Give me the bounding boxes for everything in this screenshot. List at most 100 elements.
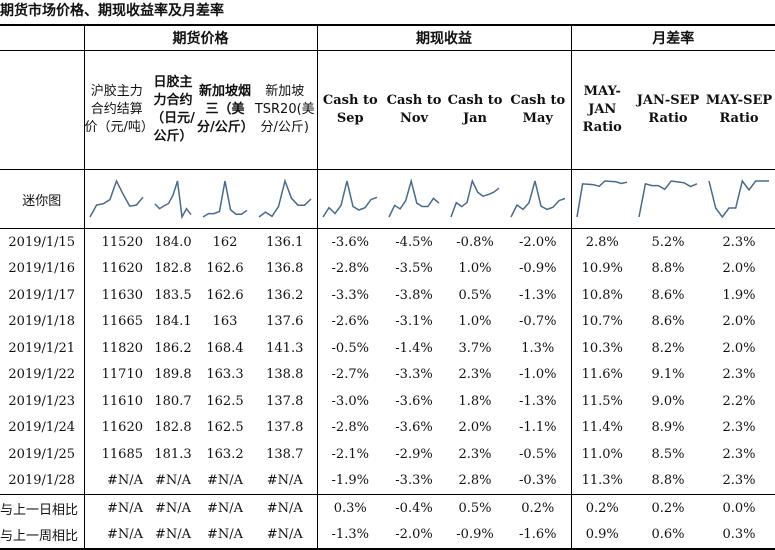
- col-header: Cash to Jan: [447, 93, 503, 126]
- value-cell: 0.9%: [571, 521, 633, 550]
- value-cell: 162.5: [206, 420, 244, 436]
- value-cell: 184.0: [154, 234, 192, 250]
- value-cell: 11.5%: [581, 393, 623, 409]
- value-cell: -2.1%: [331, 446, 369, 462]
- value-cell: -2.0%: [505, 228, 572, 256]
- sparkline-chart: [202, 180, 248, 218]
- value-cell: 10.9%: [581, 261, 623, 277]
- sparkline-line: [450, 178, 500, 218]
- value-cell: -0.5%: [331, 340, 369, 356]
- value-cell: 2.3%: [458, 446, 492, 462]
- sparkline-chart: [322, 180, 378, 218]
- sparkline-label: 迷你图: [0, 169, 85, 229]
- sparkline-cell: [149, 169, 197, 229]
- date-header: [0, 50, 85, 170]
- value-cell: #N/A: [84, 521, 149, 550]
- sparkline-chart: [708, 179, 770, 219]
- value-cell: 162.6: [206, 261, 244, 277]
- value-cell: 11.4%: [581, 420, 623, 436]
- value-cell: 182.8: [154, 261, 192, 277]
- value-cell: #N/A: [197, 494, 253, 522]
- value-cell: #N/A: [106, 473, 143, 489]
- value-cell: 9.0%: [651, 393, 685, 409]
- value-cell: 11820: [101, 340, 143, 356]
- value-cell: 8.8%: [651, 261, 685, 277]
- value-cell: -3.3%: [395, 473, 433, 489]
- value-cell: -1.1%: [505, 414, 572, 441]
- value-cell: 11.0%: [581, 446, 623, 462]
- sparkline-cell: [317, 169, 383, 229]
- value-cell: -2.6%: [331, 314, 369, 330]
- value-cell: #N/A: [154, 473, 192, 489]
- value-cell: 11620: [101, 261, 143, 277]
- table-row: 2019/1/18 11665 184.1 163 137.6 -2.6% -3.1% 1.0…: [0, 308, 775, 335]
- value-cell: 162.5: [206, 393, 244, 409]
- sparkline-chart: [450, 178, 500, 218]
- date-cell: 2019/1/28: [0, 467, 85, 495]
- value-cell: -2.7%: [331, 367, 369, 383]
- table-row: 2019/1/23 11610 180.7 162.5 137.8 -3.0% -3.6% 1…: [0, 388, 775, 415]
- value-cell: 1.8%: [458, 393, 492, 409]
- value-cell: -3.5%: [395, 261, 433, 277]
- sparkline-chart: [89, 179, 144, 218]
- value-cell: -3.6%: [395, 420, 433, 436]
- sparkline-chart: [258, 178, 312, 218]
- value-cell: 3.7%: [458, 340, 492, 356]
- value-cell: -0.4%: [383, 494, 445, 522]
- value-cell: 2.0%: [722, 261, 756, 277]
- value-cell: 2.8%: [458, 473, 492, 489]
- table-row: 2019/1/28 #N/A #N/A #N/A #N/A -1.9% -3.3% 2.8% -…: [0, 467, 775, 495]
- value-cell: 181.3: [154, 446, 192, 462]
- compare-row: 与上一日相比 #N/A #N/A #N/A #N/A 0.3% -0.4% 0.5% 0.2% 0…: [0, 494, 775, 522]
- value-cell: #N/A: [206, 473, 244, 489]
- value-cell: 10.7%: [581, 314, 623, 330]
- value-cell: 0.3%: [703, 521, 775, 550]
- value-cell: 1.0%: [458, 314, 492, 330]
- sparkline-line: [510, 180, 565, 218]
- value-cell: 168.4: [206, 340, 244, 356]
- value-cell: 163.2: [206, 446, 244, 462]
- value-cell: 162.6: [206, 287, 244, 303]
- table-row: 2019/1/24 11620 182.8 162.5 137.8 -2.8% -3.6% 2…: [0, 414, 775, 441]
- corner-cell: [0, 24, 85, 51]
- sparkline-line: [202, 180, 248, 218]
- col-header: Cash to Nov: [386, 93, 442, 126]
- value-cell: -3.6%: [331, 234, 369, 250]
- value-cell: #N/A: [149, 521, 197, 550]
- sparkline-chart: [510, 180, 565, 218]
- value-cell: 2.3%: [722, 473, 756, 489]
- value-cell: -0.9%: [505, 255, 572, 282]
- value-cell: 8.5%: [651, 446, 685, 462]
- value-cell: -1.0%: [505, 361, 572, 388]
- value-cell: 2.2%: [722, 393, 756, 409]
- table-row: 2019/1/15 11520 184.0 162 136.1 -3.6% -4.5% -0.…: [0, 228, 775, 256]
- value-cell: 2.3%: [722, 420, 756, 436]
- col-header: MAY-JAN Ratio: [582, 84, 622, 135]
- value-cell: 0.3%: [317, 494, 383, 522]
- value-cell: 8.9%: [651, 420, 685, 436]
- value-cell: -3.0%: [331, 393, 369, 409]
- value-cell: 11610: [101, 393, 143, 409]
- value-cell: 9.1%: [651, 367, 685, 383]
- sparkline-line: [154, 180, 192, 220]
- date-cell: 2019/1/18: [0, 308, 85, 335]
- date-cell: 2019/1/15: [0, 228, 85, 256]
- sparkline-cell: [197, 169, 253, 229]
- col-header: 新加坡烟三（美分/公斤）: [197, 84, 253, 135]
- value-cell: 0.5%: [458, 287, 492, 303]
- value-cell: -0.9%: [445, 521, 505, 550]
- value-cell: -0.5%: [505, 441, 572, 468]
- sparkline-chart: [638, 180, 698, 218]
- value-cell: -1.3%: [317, 521, 383, 550]
- group-prices: 期货价格: [84, 24, 318, 51]
- value-cell: -2.8%: [331, 420, 369, 436]
- value-cell: 11630: [101, 287, 143, 303]
- value-cell: 8.8%: [651, 473, 685, 489]
- value-cell: 136.2: [253, 282, 318, 309]
- value-cell: 137.8: [253, 414, 318, 441]
- sparkline-cell: [383, 169, 445, 229]
- value-cell: #N/A: [253, 467, 318, 495]
- value-cell: 0.2%: [633, 494, 703, 522]
- value-cell: 2.0%: [722, 314, 756, 330]
- value-cell: -0.8%: [456, 234, 494, 250]
